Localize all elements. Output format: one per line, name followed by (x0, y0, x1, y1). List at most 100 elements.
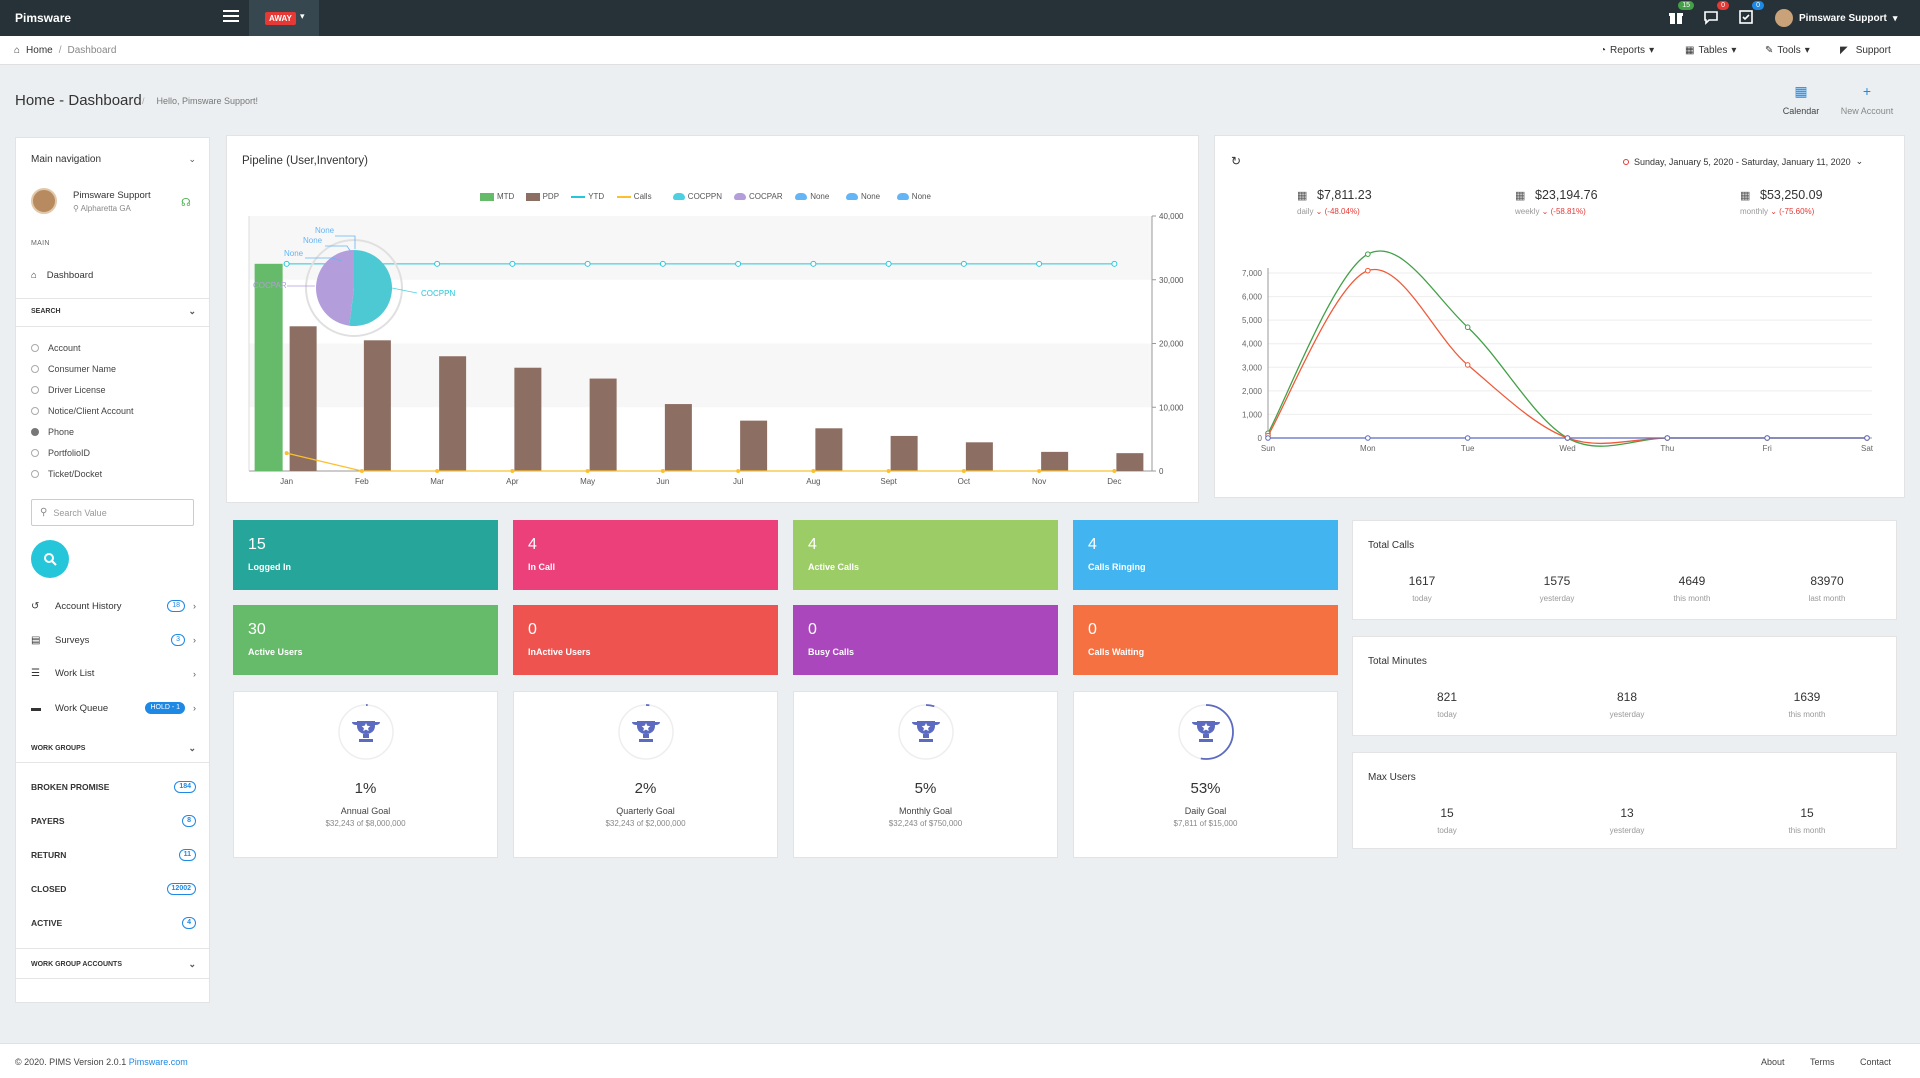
search-option[interactable]: Driver License (31, 385, 106, 395)
radio-button[interactable] (31, 449, 39, 457)
search-option-label: Ticket/Docket (48, 469, 103, 479)
reports-menu[interactable]: ◔ Reports ▾ (1600, 45, 1654, 56)
megaphone-icon: ◤ (1840, 45, 1848, 56)
terms-link[interactable]: Terms (1810, 1057, 1835, 1067)
radio-button[interactable] (31, 470, 39, 478)
hamburger-menu-icon[interactable] (223, 10, 239, 24)
stat-tile[interactable]: 4 Calls Ringing (1073, 520, 1338, 590)
work-group-label: RETURN (31, 850, 67, 860)
legend-item[interactable]: None (896, 192, 931, 201)
tile-label: Active Users (248, 647, 303, 657)
sidebar-item-folder[interactable]: ▬ Work Queue HOLD - 1 › (31, 702, 196, 714)
goal-progress-ring (898, 704, 954, 760)
work-group-item[interactable]: PAYERS 8 (31, 815, 196, 827)
pie-label: COCPAR (253, 281, 287, 290)
breadcrumb-home[interactable]: Home (26, 45, 53, 56)
search-option[interactable]: Ticket/Docket (31, 469, 102, 479)
work-group-item[interactable]: CLOSED 12002 (31, 883, 196, 895)
legend-item[interactable]: None (795, 192, 829, 201)
refresh-icon[interactable]: ↻ (1231, 154, 1242, 168)
work-groups-header[interactable]: WORK GROUPS ⌄ (31, 743, 196, 754)
stat-tile[interactable]: 15 Logged In (233, 520, 498, 590)
legend-swatch (480, 192, 494, 201)
radio-button[interactable] (31, 344, 39, 352)
legend-swatch (896, 193, 909, 200)
line-calls (286, 452, 1115, 472)
gift-icon[interactable]: 15 (1668, 1, 1694, 27)
series-point (1464, 362, 1471, 368)
search-section-header[interactable]: SEARCH ⌄ (31, 306, 196, 317)
work-group-item[interactable]: RETURN 11 (31, 849, 196, 861)
stat-tile[interactable]: 30 Active Users (233, 605, 498, 675)
tables-menu[interactable]: ▦ Tables ▾ (1685, 45, 1736, 56)
legend-item[interactable]: Calls (616, 192, 652, 201)
chevron-down-icon: ⌄ (188, 743, 196, 753)
about-link[interactable]: About (1761, 1057, 1785, 1067)
legend-item[interactable]: None (846, 192, 880, 201)
count-badge: 3 (171, 634, 185, 646)
stat-tile[interactable]: 4 In Call (513, 520, 778, 590)
headset-icon[interactable]: ☊ (181, 197, 191, 209)
brand-logo[interactable]: Pimsware (15, 11, 72, 25)
stats-panel: Total Calls 1617 today 1575 yesterday 4649 thi… (1352, 520, 1897, 620)
bar-pdp (589, 378, 617, 471)
contact-link[interactable]: Contact (1860, 1057, 1892, 1067)
legend-label: COCPAR (749, 192, 783, 201)
tools-menu[interactable]: ✎ Tools ▾ (1765, 45, 1810, 56)
stat-tile[interactable]: 4 Active Calls (793, 520, 1058, 590)
user-menu[interactable]: Pimsware Support ▾ (1775, 8, 1897, 28)
sidebar-item-clipboard[interactable]: ▤ Surveys 3 › (31, 634, 196, 646)
radio-button[interactable] (31, 365, 39, 373)
task-icon[interactable]: 0 (1738, 1, 1764, 27)
sidebar-item-list[interactable]: ☰ Work List › (31, 668, 196, 679)
work-group-item[interactable]: BROKEN PROMISE 184 (31, 781, 196, 793)
stats-value: 13 (1620, 806, 1634, 820)
stats-column: 4649 this month (1642, 574, 1742, 603)
legend-item[interactable]: YTD (571, 192, 604, 201)
search-button[interactable] (31, 540, 69, 578)
legend-item[interactable]: COCPAR (734, 192, 783, 201)
search-option[interactable]: Account (31, 343, 81, 353)
legend-item[interactable]: PDP (525, 192, 559, 201)
radio-button[interactable] (31, 407, 39, 415)
sidebar-item-dashboard[interactable]: ⌂ Dashboard (31, 270, 93, 281)
calendar-icon: ▦ (1297, 190, 1308, 202)
new-account-label: New Account (1840, 106, 1894, 116)
x-tick-label: Fri (1763, 444, 1773, 453)
search-option[interactable]: Notice/Client Account (31, 406, 134, 416)
legend-item[interactable]: MTD (480, 192, 514, 201)
pimsware-link[interactable]: Pimsware.com (128, 1057, 188, 1067)
main-navigation-header[interactable]: Main navigation ⌄ (31, 154, 196, 165)
y-tick-label: 40,000 (1159, 212, 1184, 221)
sidebar-item-history[interactable]: ↺ Account History 18 › (31, 600, 196, 612)
stat-tile[interactable]: 0 InActive Users (513, 605, 778, 675)
calendar-button[interactable]: ▦ Calendar (1771, 83, 1831, 116)
work-group-accounts-header[interactable]: WORK GROUP ACCOUNTS ⌄ (31, 959, 196, 970)
stat-tile[interactable]: 0 Busy Calls (793, 605, 1058, 675)
goal-percent: 53% (1190, 780, 1221, 797)
legend-item[interactable]: COCPPN (672, 192, 722, 201)
series-point (1365, 435, 1371, 441)
support-link[interactable]: ◤ Support (1840, 45, 1891, 56)
search-option-label: Account (48, 343, 81, 353)
status-dropdown[interactable]: AWAY ▾ (249, 0, 319, 36)
divider (16, 978, 209, 979)
search-option[interactable]: PortfolioID (31, 448, 90, 458)
search-input[interactable]: ⚲ (31, 499, 194, 526)
greeting-text: Hello, Pimsware Support! (156, 96, 259, 106)
search-option[interactable]: Consumer Name (31, 364, 116, 374)
count-badge: 18 (167, 600, 185, 612)
radio-button[interactable] (31, 386, 39, 394)
new-account-button[interactable]: + New Account (1837, 83, 1897, 116)
search-option[interactable]: Phone (31, 427, 74, 437)
sidebar-item-label: Work List (55, 668, 95, 679)
stats-key: this month (1788, 826, 1826, 835)
chat-icon[interactable]: 0 (1703, 1, 1729, 27)
radio-button[interactable] (31, 428, 39, 436)
count-badge: HOLD - 1 (145, 702, 185, 714)
stats-title: Max Users (1368, 772, 1416, 783)
search-value-field[interactable] (53, 507, 184, 518)
stat-tile[interactable]: 0 Calls Waiting (1073, 605, 1338, 675)
work-group-item[interactable]: ACTIVE 4 (31, 917, 196, 929)
date-range-selector[interactable]: Sunday, January 5, 2020 - Saturday, Janu… (1623, 156, 1863, 167)
